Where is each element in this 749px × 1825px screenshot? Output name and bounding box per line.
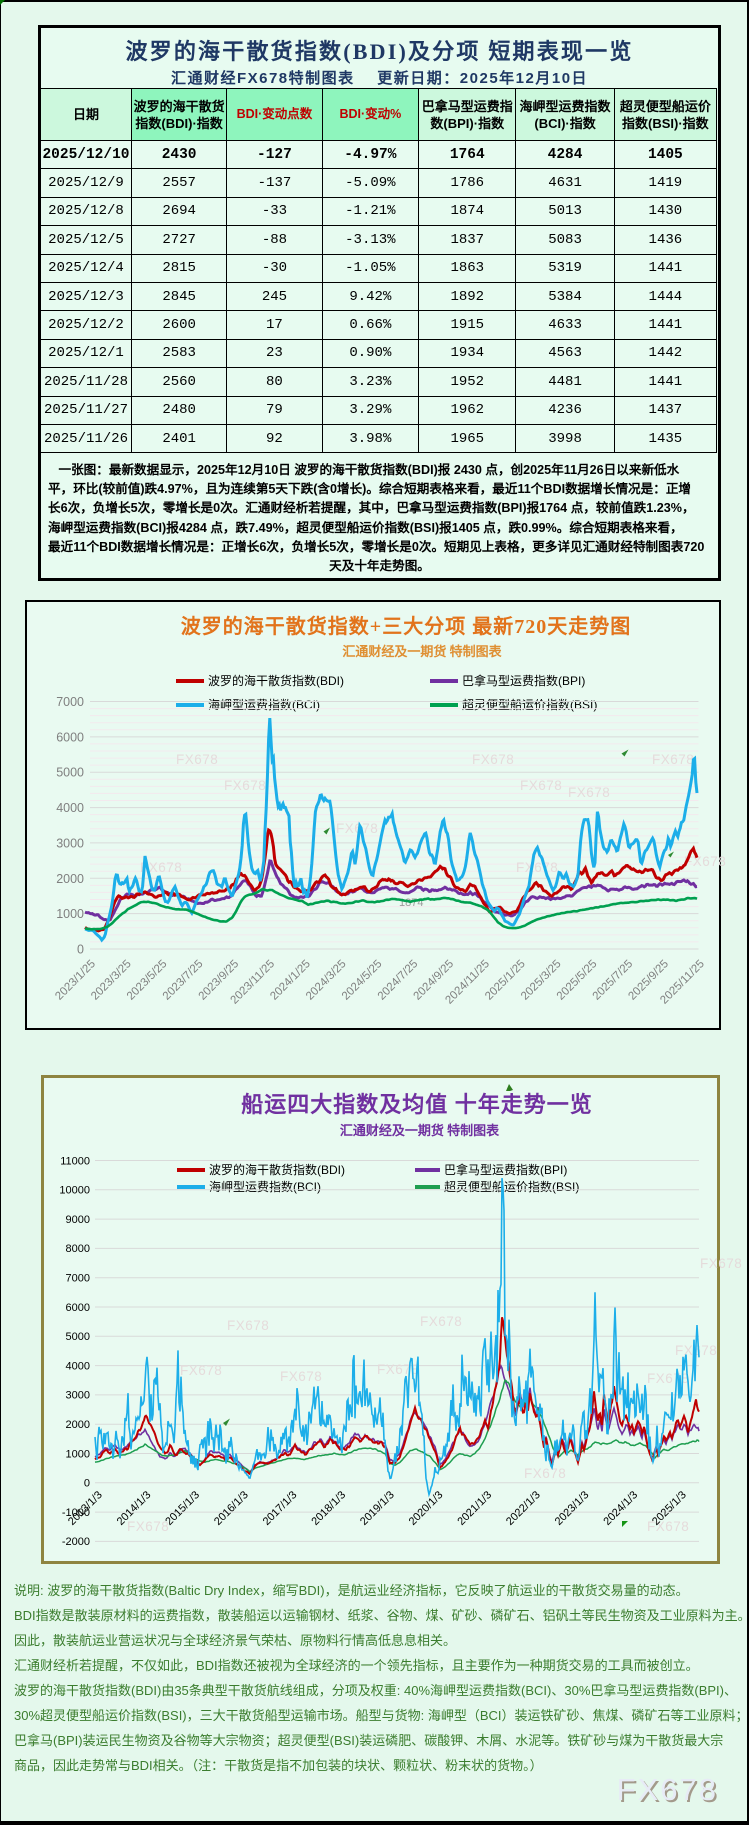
svg-text:6000: 6000 xyxy=(66,1302,90,1314)
svg-text:FX678: FX678 xyxy=(520,778,562,793)
svg-text:3000: 3000 xyxy=(66,1390,90,1402)
svg-text:FX678: FX678 xyxy=(472,752,514,767)
svg-text:1000: 1000 xyxy=(66,1448,90,1460)
svg-text:7000: 7000 xyxy=(66,1273,90,1285)
svg-text:FX678: FX678 xyxy=(700,1256,742,1271)
svg-text:10000: 10000 xyxy=(59,1185,90,1197)
svg-text:FX678: FX678 xyxy=(568,785,610,800)
svg-text:FX678: FX678 xyxy=(516,860,558,875)
svg-text:2020/1/3: 2020/1/3 xyxy=(407,1489,446,1528)
svg-text:FX678: FX678 xyxy=(224,778,266,793)
svg-text:FX678: FX678 xyxy=(336,821,378,836)
svg-text:2023/1/3: 2023/1/3 xyxy=(553,1489,592,1528)
svg-text:FX678: FX678 xyxy=(684,854,726,869)
svg-text:1000: 1000 xyxy=(56,907,84,921)
svg-text:2021/1/3: 2021/1/3 xyxy=(455,1489,494,1528)
svg-text:FX678: FX678 xyxy=(647,1519,689,1534)
svg-text:FX678: FX678 xyxy=(420,1314,462,1329)
svg-text:3000: 3000 xyxy=(56,836,84,850)
svg-text:FX678: FX678 xyxy=(127,1519,169,1534)
svg-text:2016/1/3: 2016/1/3 xyxy=(212,1489,251,1528)
svg-text:4000: 4000 xyxy=(56,801,84,815)
svg-text:4000: 4000 xyxy=(66,1360,90,1372)
svg-text:-2000: -2000 xyxy=(62,1536,90,1548)
svg-text:2018/1/3: 2018/1/3 xyxy=(309,1489,348,1528)
svg-text:5000: 5000 xyxy=(56,766,84,780)
svg-text:FX678: FX678 xyxy=(176,752,218,767)
svg-text:FX678: FX678 xyxy=(140,860,182,875)
svg-text:7000: 7000 xyxy=(56,695,84,709)
svg-text:9000: 9000 xyxy=(66,1214,90,1226)
svg-text:-1000: -1000 xyxy=(62,1507,90,1519)
svg-text:FX678: FX678 xyxy=(280,1369,322,1384)
svg-text:2022/1/3: 2022/1/3 xyxy=(504,1489,543,1528)
svg-text:2000: 2000 xyxy=(56,872,84,886)
svg-text:0: 0 xyxy=(77,943,84,957)
svg-text:2017/1/3: 2017/1/3 xyxy=(261,1489,300,1528)
svg-text:FX678: FX678 xyxy=(377,1362,419,1377)
svg-text:0: 0 xyxy=(84,1478,90,1490)
svg-text:FX678: FX678 xyxy=(652,752,694,767)
svg-text:2024/1/3: 2024/1/3 xyxy=(601,1489,640,1528)
svg-text:FX678: FX678 xyxy=(227,1318,269,1333)
svg-text:6000: 6000 xyxy=(56,730,84,744)
svg-text:11000: 11000 xyxy=(60,1155,90,1167)
svg-text:FX678: FX678 xyxy=(524,1466,566,1481)
svg-text:2019/1/3: 2019/1/3 xyxy=(358,1489,397,1528)
svg-text:2015/1/3: 2015/1/3 xyxy=(163,1489,202,1528)
svg-text:2000: 2000 xyxy=(66,1419,90,1431)
svg-text:8000: 8000 xyxy=(66,1243,90,1255)
svg-text:5000: 5000 xyxy=(66,1331,90,1343)
svg-text:FX678: FX678 xyxy=(180,1363,222,1378)
